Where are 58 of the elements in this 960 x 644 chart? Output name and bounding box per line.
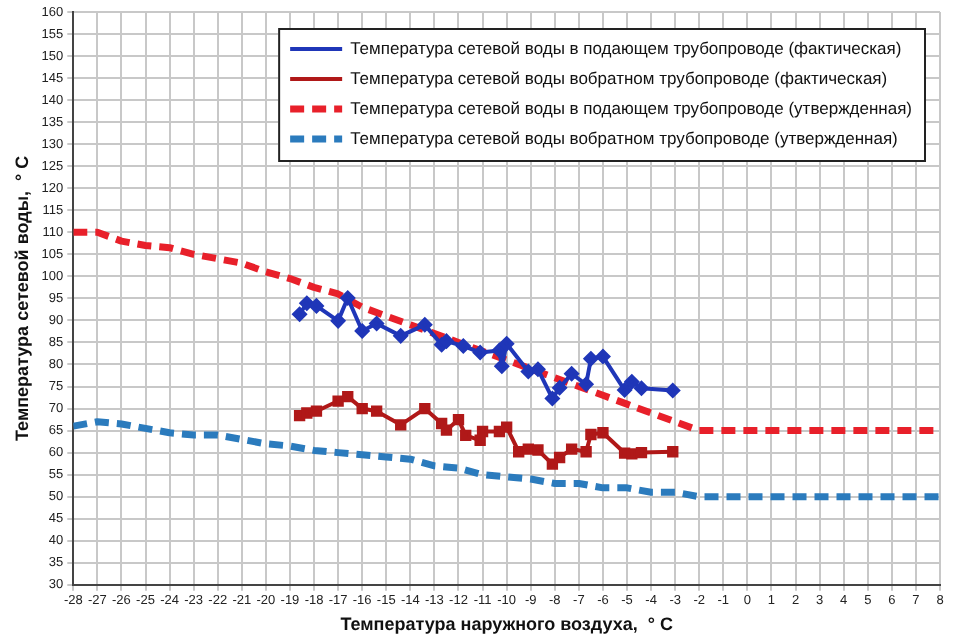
point [452,413,465,426]
point [665,383,680,398]
legend-label: Температура сетевой воды в подающем трубопроводе (утвержденная) [350,97,913,118]
legend-label: Температура сетевой воды вобратном трубопроводе (утвержденная) [350,127,899,148]
point [499,336,514,351]
point [595,349,611,364]
point [309,298,324,314]
point [597,427,609,439]
point [634,381,649,396]
point [354,323,370,339]
point [578,377,594,392]
point [332,395,344,407]
point [617,382,632,398]
point [624,374,640,389]
point [460,429,472,442]
point [580,446,592,458]
point [585,428,597,441]
point [476,425,489,438]
x-axis-title: Температура наружного воздуха, ° С [340,614,674,635]
point [626,448,638,460]
point [552,380,567,396]
point [417,317,432,333]
point [553,451,566,464]
point [564,366,579,381]
point [356,402,368,415]
point [494,359,510,374]
point [440,424,453,436]
legend-label: Температура сетевой воды вобратном трубопроводе (фактическая) [350,67,888,88]
point [546,458,559,470]
point [565,443,578,455]
point [522,443,534,455]
point [635,446,648,459]
point [301,407,313,419]
point [419,402,431,415]
point [474,434,486,446]
point [513,446,525,458]
point [456,338,471,354]
point [395,419,407,431]
point [310,405,323,417]
y-axis-title: Температура сетевой воды, ° С [11,154,32,442]
point [340,290,355,306]
point [370,405,383,417]
point [393,328,408,344]
point [342,390,354,403]
point [369,316,384,331]
point [545,391,560,406]
point [472,345,488,360]
point [667,446,679,458]
point [532,444,544,456]
point [530,362,546,377]
point [299,296,315,311]
line-series [73,418,940,501]
point [500,421,513,433]
point [292,307,307,322]
point [521,364,536,379]
point [330,313,346,329]
point [583,351,599,366]
legend-label: Температура сетевой воды в подающем трубопроводе (фактическая) [350,37,902,58]
